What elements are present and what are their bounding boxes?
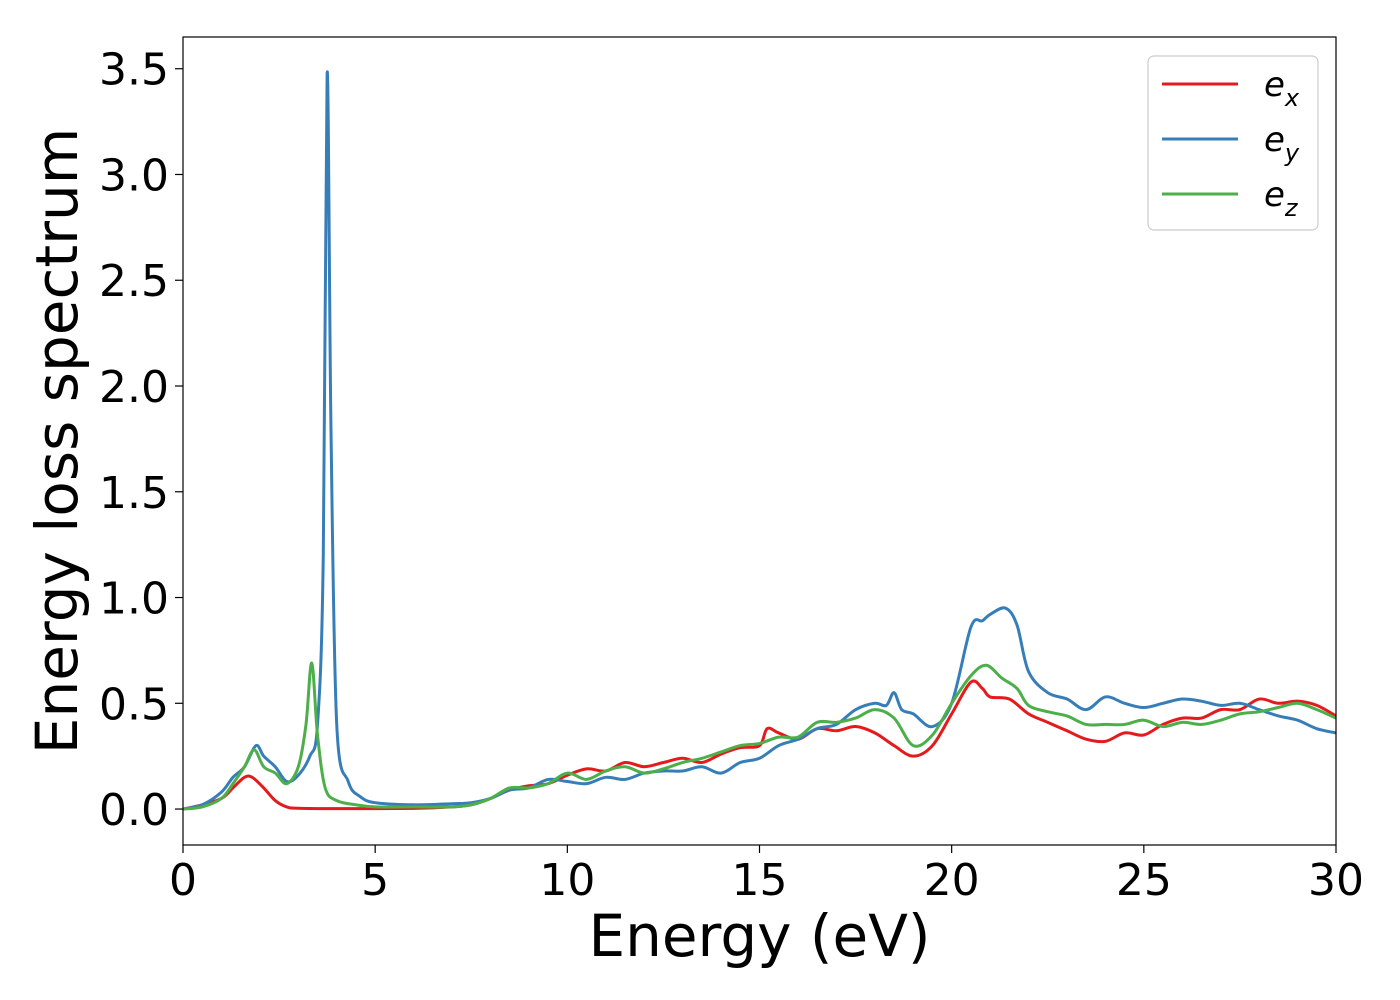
x-axis-ticks: 0 5 10 15 20 25 30 — [169, 845, 1364, 906]
y-axis-ticks: 0.0 0.5 1.0 1.5 2.0 2.5 3.0 3.5 — [99, 45, 183, 836]
x-tick-label: 10 — [539, 855, 595, 906]
legend-label-y: ey — [1264, 120, 1300, 167]
y-tick-label: 0.5 — [99, 679, 169, 730]
series-line-z — [182, 661, 1337, 811]
y-tick-label: 0.0 — [99, 785, 169, 836]
x-tick-label: 30 — [1308, 855, 1364, 906]
series-layer — [182, 70, 1337, 811]
y-tick-label: 1.5 — [99, 468, 169, 519]
x-tick-label: 15 — [732, 855, 788, 906]
y-tick-label: 2.0 — [99, 362, 169, 413]
y-axis-title: Energy loss spectrum — [23, 128, 91, 754]
series-line-x — [182, 679, 1337, 811]
x-tick-label: 0 — [169, 855, 197, 906]
series-line-y — [182, 70, 1337, 811]
y-tick-label: 1.0 — [99, 574, 169, 625]
plot-background — [183, 37, 1336, 845]
y-tick-label: 3.5 — [99, 45, 169, 96]
x-tick-label: 5 — [361, 855, 389, 906]
x-axis-title: Energy (eV) — [588, 902, 930, 970]
x-tick-label: 25 — [1116, 855, 1172, 906]
y-tick-label: 2.5 — [99, 256, 169, 307]
legend-box — [1147, 55, 1319, 231]
x-tick-label: 20 — [924, 855, 980, 906]
y-tick-label: 3.0 — [99, 150, 169, 201]
